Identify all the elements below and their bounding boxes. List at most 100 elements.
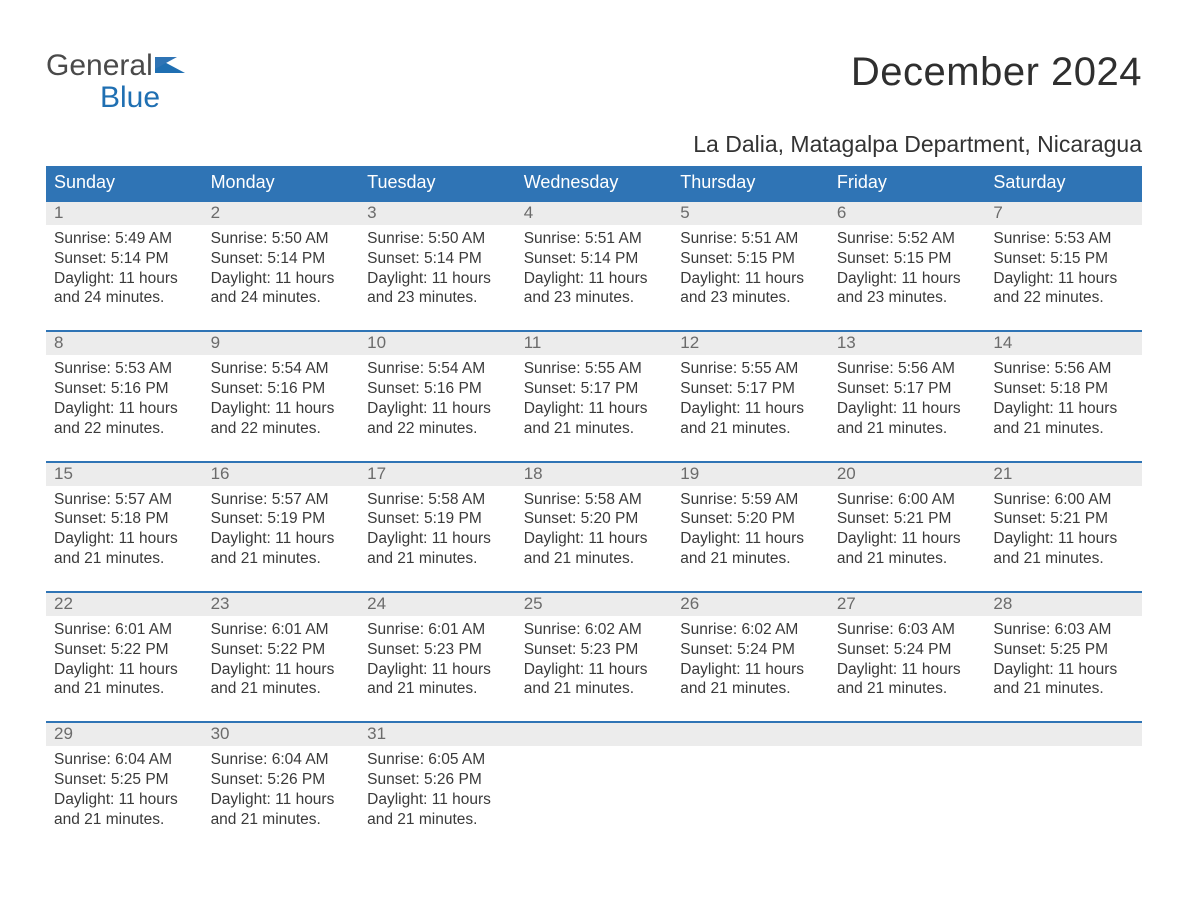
day-number: 25 — [516, 593, 673, 616]
sunrise-line: Sunrise: 6:00 AM — [837, 490, 978, 510]
day-number: 14 — [985, 332, 1142, 355]
daylight-line2: and 21 minutes. — [680, 679, 821, 699]
sunset-line: Sunset: 5:15 PM — [837, 249, 978, 269]
calendar-week-row: 22232425262728Sunrise: 6:01 AMSunset: 5:… — [46, 591, 1142, 699]
day-cell: Sunrise: 6:02 AMSunset: 5:23 PMDaylight:… — [516, 616, 673, 699]
day-number: 17 — [359, 463, 516, 486]
day-number: 13 — [829, 332, 986, 355]
daylight-line2: and 21 minutes. — [837, 419, 978, 439]
day-cell — [829, 746, 986, 829]
sunset-line: Sunset: 5:20 PM — [524, 509, 665, 529]
daylight-line2: and 22 minutes. — [54, 419, 195, 439]
calendar-week-row: 1234567Sunrise: 5:49 AMSunset: 5:14 PMDa… — [46, 200, 1142, 308]
sunrise-line: Sunrise: 5:57 AM — [54, 490, 195, 510]
weekday-header-row: SundayMondayTuesdayWednesdayThursdayFrid… — [46, 166, 1142, 200]
day-number: 29 — [46, 723, 203, 746]
day-cell: Sunrise: 6:01 AMSunset: 5:23 PMDaylight:… — [359, 616, 516, 699]
day-number: 4 — [516, 202, 673, 225]
daylight-line1: Daylight: 11 hours — [837, 399, 978, 419]
sunrise-line: Sunrise: 6:03 AM — [993, 620, 1134, 640]
day-cell: Sunrise: 5:53 AMSunset: 5:16 PMDaylight:… — [46, 355, 203, 438]
day-number: 26 — [672, 593, 829, 616]
daylight-line1: Daylight: 11 hours — [680, 529, 821, 549]
day-number — [829, 723, 986, 746]
sunrise-line: Sunrise: 5:52 AM — [837, 229, 978, 249]
sunrise-line: Sunrise: 5:58 AM — [524, 490, 665, 510]
day-number: 7 — [985, 202, 1142, 225]
day-cell: Sunrise: 5:57 AMSunset: 5:18 PMDaylight:… — [46, 486, 203, 569]
sunrise-line: Sunrise: 6:02 AM — [524, 620, 665, 640]
sunrise-line: Sunrise: 6:01 AM — [367, 620, 508, 640]
sunset-line: Sunset: 5:24 PM — [837, 640, 978, 660]
day-cell: Sunrise: 6:05 AMSunset: 5:26 PMDaylight:… — [359, 746, 516, 829]
sunrise-line: Sunrise: 5:55 AM — [680, 359, 821, 379]
day-cell: Sunrise: 5:59 AMSunset: 5:20 PMDaylight:… — [672, 486, 829, 569]
weekday-header: Thursday — [672, 166, 829, 200]
daylight-line2: and 21 minutes. — [211, 549, 352, 569]
day-cell: Sunrise: 5:56 AMSunset: 5:18 PMDaylight:… — [985, 355, 1142, 438]
sunrise-line: Sunrise: 5:53 AM — [993, 229, 1134, 249]
day-number: 16 — [203, 463, 360, 486]
sunset-line: Sunset: 5:18 PM — [54, 509, 195, 529]
day-number: 6 — [829, 202, 986, 225]
weekday-header: Saturday — [985, 166, 1142, 200]
daylight-line1: Daylight: 11 hours — [524, 529, 665, 549]
daynum-strip: 15161718192021 — [46, 463, 1142, 486]
day-number: 2 — [203, 202, 360, 225]
day-cell: Sunrise: 6:03 AMSunset: 5:25 PMDaylight:… — [985, 616, 1142, 699]
sunset-line: Sunset: 5:19 PM — [211, 509, 352, 529]
sunset-line: Sunset: 5:21 PM — [993, 509, 1134, 529]
day-cell: Sunrise: 5:55 AMSunset: 5:17 PMDaylight:… — [516, 355, 673, 438]
daylight-line2: and 24 minutes. — [54, 288, 195, 308]
daylight-line2: and 23 minutes. — [680, 288, 821, 308]
day-cell: Sunrise: 5:55 AMSunset: 5:17 PMDaylight:… — [672, 355, 829, 438]
day-cell — [516, 746, 673, 829]
daylight-line2: and 22 minutes. — [993, 288, 1134, 308]
daylight-line2: and 21 minutes. — [993, 679, 1134, 699]
header: General Blue December 2024 — [46, 50, 1142, 113]
sunrise-line: Sunrise: 5:53 AM — [54, 359, 195, 379]
day-cell: Sunrise: 5:58 AMSunset: 5:20 PMDaylight:… — [516, 486, 673, 569]
sunrise-line: Sunrise: 5:51 AM — [524, 229, 665, 249]
daylight-line2: and 23 minutes. — [367, 288, 508, 308]
sunrise-line: Sunrise: 5:55 AM — [524, 359, 665, 379]
daylight-line2: and 21 minutes. — [837, 549, 978, 569]
sunset-line: Sunset: 5:16 PM — [54, 379, 195, 399]
daylight-line1: Daylight: 11 hours — [54, 269, 195, 289]
day-number: 8 — [46, 332, 203, 355]
sunset-line: Sunset: 5:17 PM — [837, 379, 978, 399]
sunrise-line: Sunrise: 6:01 AM — [54, 620, 195, 640]
sunset-line: Sunset: 5:22 PM — [54, 640, 195, 660]
daylight-line2: and 22 minutes. — [211, 419, 352, 439]
day-cell: Sunrise: 6:01 AMSunset: 5:22 PMDaylight:… — [203, 616, 360, 699]
sunset-line: Sunset: 5:15 PM — [680, 249, 821, 269]
sunset-line: Sunset: 5:17 PM — [524, 379, 665, 399]
day-number — [516, 723, 673, 746]
daylight-line2: and 22 minutes. — [367, 419, 508, 439]
daylight-line2: and 21 minutes. — [524, 679, 665, 699]
daylight-line1: Daylight: 11 hours — [367, 790, 508, 810]
daylight-line1: Daylight: 11 hours — [211, 269, 352, 289]
day-number: 28 — [985, 593, 1142, 616]
day-number: 21 — [985, 463, 1142, 486]
day-cell — [985, 746, 1142, 829]
sunset-line: Sunset: 5:16 PM — [211, 379, 352, 399]
daylight-line1: Daylight: 11 hours — [524, 660, 665, 680]
sunrise-line: Sunrise: 6:00 AM — [993, 490, 1134, 510]
calendar-week-row: 15161718192021Sunrise: 5:57 AMSunset: 5:… — [46, 461, 1142, 569]
daynum-strip: 1234567 — [46, 202, 1142, 225]
daylight-line1: Daylight: 11 hours — [54, 399, 195, 419]
day-cell: Sunrise: 5:52 AMSunset: 5:15 PMDaylight:… — [829, 225, 986, 308]
sunset-line: Sunset: 5:25 PM — [993, 640, 1134, 660]
day-cell: Sunrise: 5:49 AMSunset: 5:14 PMDaylight:… — [46, 225, 203, 308]
calendar-grid: SundayMondayTuesdayWednesdayThursdayFrid… — [46, 166, 1142, 830]
sunrise-line: Sunrise: 6:03 AM — [837, 620, 978, 640]
sunset-line: Sunset: 5:20 PM — [680, 509, 821, 529]
brand-line2: Blue — [46, 82, 160, 114]
sunset-line: Sunset: 5:22 PM — [211, 640, 352, 660]
daylight-line2: and 21 minutes. — [680, 549, 821, 569]
day-number: 10 — [359, 332, 516, 355]
day-number: 9 — [203, 332, 360, 355]
sunrise-line: Sunrise: 5:50 AM — [367, 229, 508, 249]
daylight-line1: Daylight: 11 hours — [837, 660, 978, 680]
